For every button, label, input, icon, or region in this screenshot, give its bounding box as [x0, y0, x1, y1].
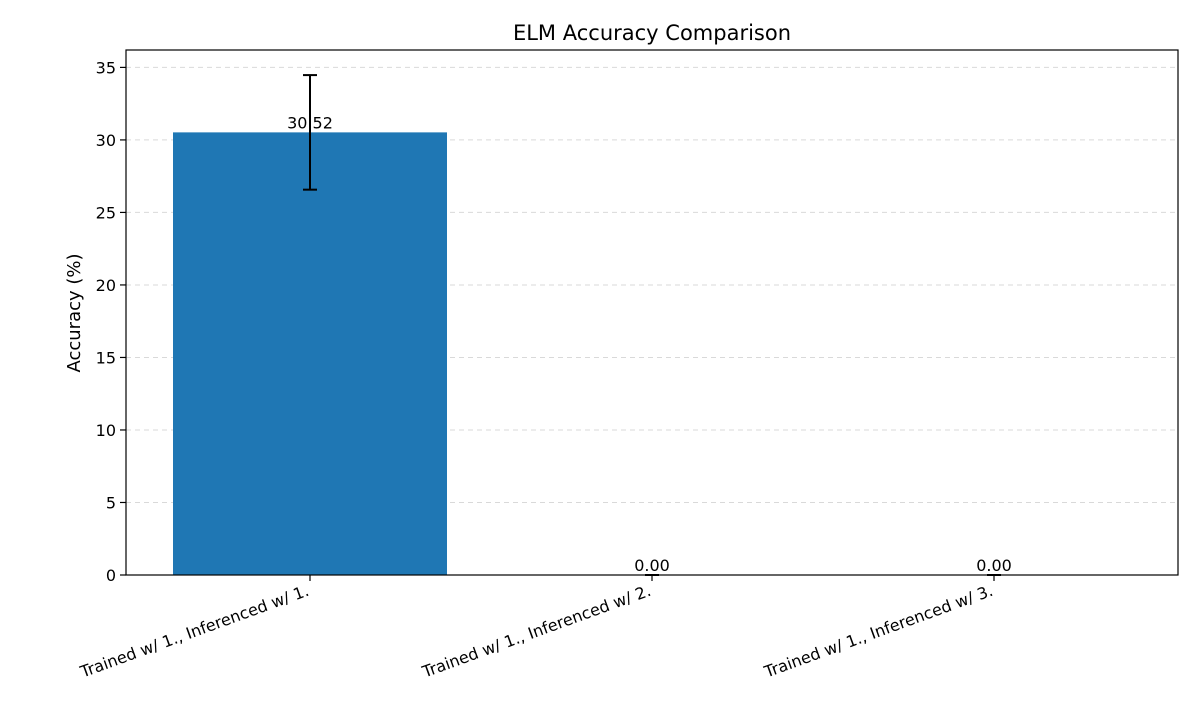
y-tick-label: 15	[96, 348, 116, 367]
data-label: 30.52	[287, 113, 333, 132]
bar	[173, 132, 447, 576]
error-bar	[303, 74, 317, 191]
y-tick-label: 25	[96, 203, 116, 222]
y-axis-ticks: 0 5 10 15 20 25 30 35	[96, 58, 126, 585]
x-axis-ticks: Trained w/ 1., Inferenced w/ 1. Trained w…	[77, 575, 996, 682]
chart-title: ELM Accuracy Comparison	[513, 21, 791, 45]
y-tick-label: 0	[106, 566, 116, 585]
x-tick-label: Trained w/ 1., Inferenced w/ 2.	[419, 581, 654, 682]
y-tick-label: 20	[96, 276, 116, 295]
data-label: 0.00	[634, 556, 670, 575]
x-tick-label: Trained w/ 1., Inferenced w/ 3.	[761, 581, 996, 682]
y-tick-label: 10	[96, 421, 116, 440]
y-tick-label: 35	[96, 58, 116, 77]
data-labels: 30.52 0.00 0.00	[287, 113, 1012, 575]
data-label: 0.00	[976, 556, 1012, 575]
y-tick-label: 30	[96, 131, 116, 150]
x-tick-label: Trained w/ 1., Inferenced w/ 1.	[77, 581, 312, 682]
y-tick-label: 5	[106, 493, 116, 512]
bars	[173, 132, 447, 576]
y-axis-label: Accuracy (%)	[64, 253, 85, 372]
